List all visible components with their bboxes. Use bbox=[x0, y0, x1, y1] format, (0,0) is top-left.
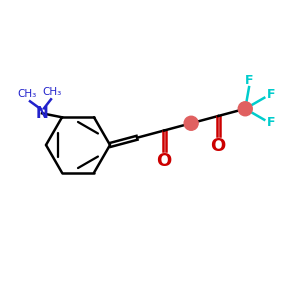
Text: CH₃: CH₃ bbox=[42, 87, 62, 97]
Text: O: O bbox=[157, 152, 172, 169]
Text: F: F bbox=[267, 116, 275, 129]
Circle shape bbox=[238, 102, 252, 116]
Circle shape bbox=[184, 116, 198, 130]
Text: F: F bbox=[245, 74, 253, 87]
Text: CH₃: CH₃ bbox=[17, 89, 37, 99]
Text: O: O bbox=[211, 137, 226, 155]
Text: F: F bbox=[267, 88, 275, 101]
Text: N: N bbox=[36, 106, 48, 121]
